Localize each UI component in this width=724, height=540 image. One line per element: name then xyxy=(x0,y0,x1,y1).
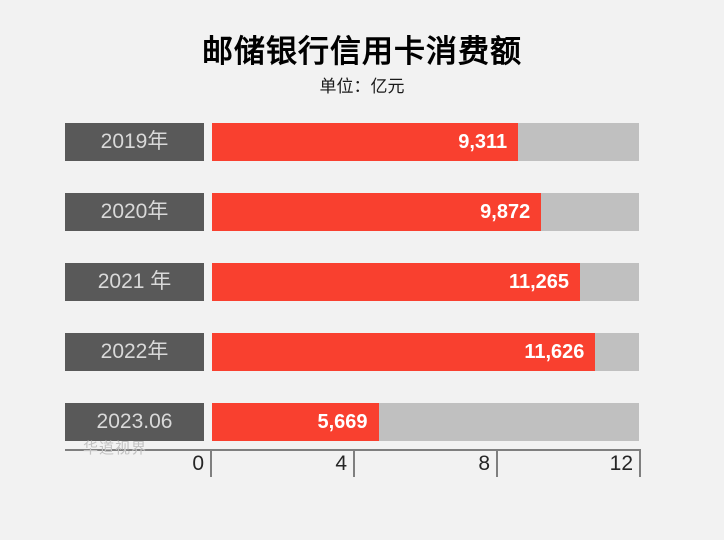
x-axis: 0 4 8 12 xyxy=(65,449,641,479)
bar-row-2019: 2019年 9,311 xyxy=(65,123,639,161)
category-label: 2020年 xyxy=(65,193,204,231)
bar-fill: 9,872 xyxy=(212,193,542,231)
category-label: 2023.06 xyxy=(65,403,204,441)
x-axis-tick-label: 0 xyxy=(192,452,204,475)
bar-row-2022: 2022年 11,626 xyxy=(65,333,639,371)
bar-fill: 11,626 xyxy=(212,333,596,371)
watermark-text: 华道视界 xyxy=(83,440,148,457)
bar-row-2023-06: 2023.06 5,669 xyxy=(65,403,639,441)
x-axis-tick xyxy=(496,450,498,477)
bar-track: 11,265 xyxy=(212,263,639,301)
bar-row-2020: 2020年 9,872 xyxy=(65,193,639,231)
bar-value-label: 9,311 xyxy=(458,131,508,153)
category-label: 2021 年 xyxy=(65,263,204,301)
bar-value-label: 5,669 xyxy=(317,411,368,433)
bar-track: 11,626 xyxy=(212,333,639,371)
label-bar-gap xyxy=(204,333,212,371)
label-bar-gap xyxy=(204,193,212,231)
x-axis-tick xyxy=(210,450,212,477)
bar-fill: 11,265 xyxy=(212,263,581,301)
category-label: 2019年 xyxy=(65,123,204,161)
label-bar-gap xyxy=(204,403,212,441)
chart-title: 邮储银行信用卡消费额 xyxy=(202,34,522,69)
bar-value-label: 11,626 xyxy=(524,341,585,363)
x-axis-tick xyxy=(639,450,641,477)
bar-row-2021: 2021 年 11,265 xyxy=(65,263,639,301)
x-axis-tick xyxy=(353,450,355,477)
label-bar-gap xyxy=(204,123,212,161)
bar-track: 9,872 xyxy=(212,193,639,231)
bar-rows: 2019年 9,311 2020年 9,872 2021 年 11,2 xyxy=(65,123,639,473)
x-axis-tick-label: 12 xyxy=(609,452,633,475)
x-axis-tick-label: 4 xyxy=(335,452,347,475)
category-label: 2022年 xyxy=(65,333,204,371)
bar-track: 9,311 xyxy=(212,123,639,161)
x-axis-tick-label: 8 xyxy=(478,452,490,475)
bar-value-label: 9,872 xyxy=(480,201,531,223)
chart-subtitle: 单位：亿元 xyxy=(319,77,405,96)
bar-fill: 5,669 xyxy=(212,403,379,441)
bar-fill: 9,311 xyxy=(212,123,519,161)
bar-track: 5,669 xyxy=(212,403,639,441)
label-bar-gap xyxy=(204,263,212,301)
bar-value-label: 11,265 xyxy=(508,271,570,293)
